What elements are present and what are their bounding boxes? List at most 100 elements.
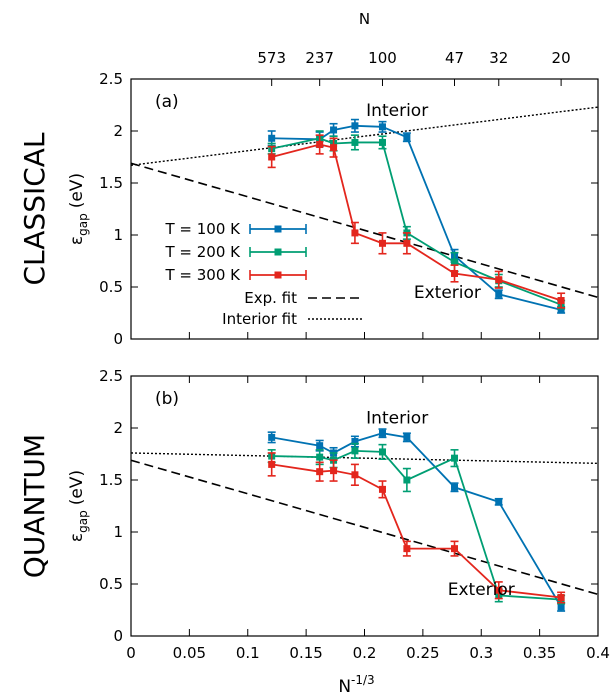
panel-label: (b) [155, 389, 179, 409]
data-point [378, 448, 386, 456]
legend-marker [274, 248, 282, 256]
data-point [316, 468, 324, 476]
data-point [268, 433, 276, 441]
data-point [495, 498, 503, 506]
series-100K [267, 428, 566, 612]
y-axis-label-main: ε [67, 533, 87, 542]
data-point [378, 429, 386, 437]
data-point [351, 471, 359, 479]
x-tick-label: 0.05 [173, 644, 206, 662]
data-point [495, 586, 503, 594]
data-point [330, 144, 338, 152]
top-axis-label: N [359, 10, 370, 28]
x-tick-label: 0 [126, 644, 136, 662]
top-n-tick-label: 100 [368, 49, 397, 67]
y-tick-label: 0.5 [99, 575, 123, 593]
y-axis-label-unit: (eV) [67, 173, 87, 208]
side-label-quantum: QUANTUM [18, 434, 51, 578]
plot-frame [130, 78, 599, 340]
panel-label: (a) [155, 92, 179, 112]
data-point [495, 276, 503, 284]
series-300K [267, 452, 566, 604]
y-tick-label: 0 [113, 627, 123, 645]
x-tick-label: 0.25 [406, 644, 439, 662]
data-point [557, 603, 565, 611]
y-axis-label: εgap (eV) [67, 173, 90, 245]
data-point [451, 269, 459, 277]
y-tick-label: 1 [113, 523, 123, 541]
series-line [271, 449, 562, 601]
data-point [403, 433, 411, 441]
y-tick-label: 2 [113, 122, 123, 140]
series-300K [267, 134, 566, 309]
y-tick-label: 2.5 [99, 367, 123, 385]
x-tick-label: 0.2 [353, 644, 377, 662]
data-point [268, 134, 276, 142]
data-point [351, 438, 359, 446]
data-point [330, 126, 338, 134]
legend-label: Interior fit [222, 310, 297, 328]
x-axis-label-sup: -1/3 [351, 673, 375, 687]
data-point [378, 123, 386, 131]
annotation-exterior: Exterior [414, 283, 481, 303]
x-tick-label: 0.15 [289, 644, 322, 662]
legend-marker [274, 271, 282, 279]
legend-label: T = 300 K [164, 266, 241, 284]
x-axis-label-main: N [338, 677, 351, 697]
legend-label: Exp. fit [244, 289, 297, 307]
data-point [403, 133, 411, 141]
top-n-tick-label: 32 [489, 49, 508, 67]
legend-label: T = 200 K [164, 243, 241, 261]
data-point [403, 545, 411, 553]
y-axis-label-sub: gap [76, 213, 90, 236]
data-point [403, 476, 411, 484]
y-tick-label: 1.5 [99, 174, 123, 192]
panel-b: 0 0.5 1 1.5 2 2.5 0 0.05 0.1 0.15 0.2 0.25 0.3 0.35 0.… [18, 367, 610, 697]
data-point [557, 306, 565, 314]
y-tick-label: 0.5 [99, 278, 123, 296]
top-n-tick-label: 20 [552, 49, 571, 67]
x-tick-label: 0.4 [586, 644, 610, 662]
panel-a: 0 0.5 1 1.5 2 2.5 573 237 100 47 32 20 N (a) Interior E… [18, 10, 599, 348]
y-axis-label-main: ε [67, 236, 87, 245]
data-point [557, 594, 565, 602]
data-point [403, 239, 411, 247]
interior-fit-line [131, 106, 598, 167]
data-point [351, 122, 359, 130]
annotation-exterior: Exterior [448, 580, 515, 600]
y-tick-label: 0 [113, 330, 123, 348]
y-tick-label: 1.5 [99, 471, 123, 489]
x-tick-label: 0.3 [469, 644, 493, 662]
y-tick-label: 2.5 [99, 70, 123, 88]
series-200K [267, 130, 566, 310]
top-n-tick-label: 573 [257, 49, 286, 67]
data-point [451, 483, 459, 491]
data-point [378, 239, 386, 247]
data-point [378, 138, 386, 146]
exp-fit-line [131, 162, 598, 299]
side-label-classical: CLASSICAL [18, 132, 51, 285]
top-n-tick-label: 237 [305, 49, 334, 67]
data-point [451, 454, 459, 462]
interior-fit-line [131, 452, 598, 465]
data-point [351, 447, 359, 455]
data-point [316, 453, 324, 461]
data-point [351, 138, 359, 146]
series-200K [267, 442, 566, 605]
data-point [268, 460, 276, 468]
data-point [378, 485, 386, 493]
legend-label: T = 100 K [164, 220, 241, 238]
data-point [451, 258, 459, 266]
annotation-interior: Interior [366, 101, 428, 121]
data-point [330, 467, 338, 475]
data-point [351, 229, 359, 237]
exp-fit-line [131, 459, 598, 596]
top-n-tick-label: 47 [445, 49, 464, 67]
y-axis-label-unit: (eV) [67, 470, 87, 505]
data-point [495, 290, 503, 298]
y-tick-label: 1 [113, 226, 123, 244]
data-point [557, 297, 565, 305]
series-line [271, 143, 562, 302]
